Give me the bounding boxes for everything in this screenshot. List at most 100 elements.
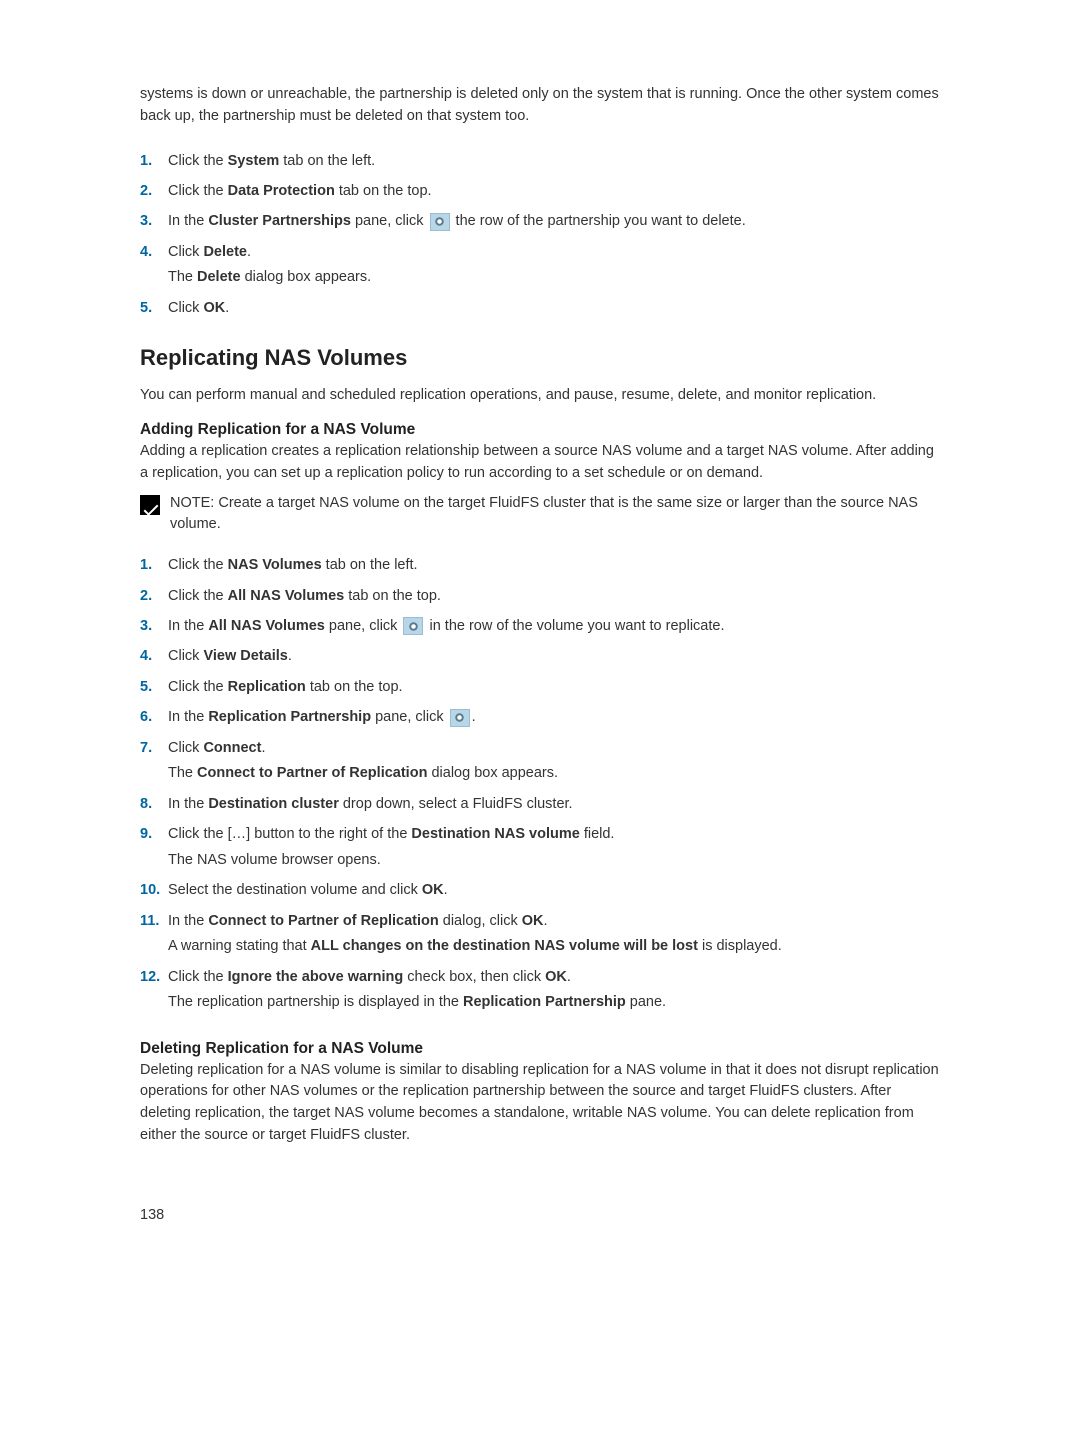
step-text-bold: Replication [228,679,306,695]
section-paragraph: You can perform manual and scheduled rep… [140,385,940,407]
step-text-pre: Click the [168,969,228,985]
step-item: 3. In the All NAS Volumes pane, click in… [140,611,940,641]
step-text-bold: All NAS Volumes [208,618,325,634]
step-text-bold: Destination cluster [208,796,339,812]
step-text-pre: Click [168,300,203,316]
step-text-pre: Select the destination volume and click [168,882,422,898]
step-text-pre: Click the [168,679,228,695]
step-text-bold: Connect [203,740,261,756]
step-text-post: . [225,300,229,316]
step-text-post: tab on the top. [335,183,432,199]
step-text-bold: OK [422,882,444,898]
step-text-bold-2: OK [545,969,567,985]
step-sub-pre: The [168,269,197,285]
step-item: 10. Select the destination volume and cl… [140,875,940,905]
step-text-bold: Data Protection [228,183,335,199]
step-sub-bold: Replication Partnership [463,994,626,1010]
step-text-post: drop down, select a FluidFS cluster. [339,796,573,812]
step-number: 1. [140,554,152,576]
step-text-pre: Click the [168,557,228,573]
step-text-pre: Click [168,648,203,664]
step-number: 4. [140,241,152,263]
gear-icon [430,213,450,231]
step-item: 4. Click View Details. [140,641,940,671]
step-number: 3. [140,615,152,637]
step-sub-bold: Delete [197,269,241,285]
step-text-post: in the row of the volume you want to rep… [425,618,724,634]
note-text: NOTE: Create a target NAS volume on the … [170,493,940,537]
subsection-heading: Adding Replication for a NAS Volume [140,421,940,439]
step-text-post: tab on the left. [322,557,418,573]
step-item: 6. In the Replication Partnership pane, … [140,702,940,732]
step-item: 11. In the Connect to Partner of Replica… [140,906,940,962]
step-sub-post: dialog box appears. [241,269,372,285]
step-subtext: A warning stating that ALL changes on th… [168,935,940,957]
step-text-pre: In the [168,796,208,812]
step-text-mid: dialog, click [439,913,522,929]
step-sub-post: is displayed. [698,938,782,954]
step-text-pre: Click the […] button to the right of the [168,826,411,842]
step-text-post: field. [580,826,615,842]
step-text-pre: Click the [168,153,228,169]
step-item: 2. Click the All NAS Volumes tab on the … [140,581,940,611]
step-item: 7. Click Connect. The Connect to Partner… [140,733,940,789]
step-number: 5. [140,297,152,319]
step-text-post: tab on the left. [279,153,375,169]
step-item: 9. Click the […] button to the right of … [140,819,940,875]
step-item: 2. Click the Data Protection tab on the … [140,176,940,206]
step-text-pre: In the [168,618,208,634]
step-text-bold: System [228,153,280,169]
subsection-paragraph: Deleting replication for a NAS volume is… [140,1060,940,1147]
step-text-post: . [444,882,448,898]
step-text-post: . [472,709,476,725]
step-subtext: The Delete dialog box appears. [168,266,940,288]
note-icon [140,495,160,515]
step-item: 12. Click the Ignore the above warning c… [140,962,940,1018]
step-text-bold-2: OK [522,913,544,929]
step-text-bold: Cluster Partnerships [208,213,351,229]
step-text-pre: In the [168,709,208,725]
step-subtext: The replication partnership is displayed… [168,991,940,1013]
step-number: 2. [140,180,152,202]
step-text-pre: Click [168,740,203,756]
step-number: 8. [140,793,152,815]
step-sub-pre: The replication partnership is displayed… [168,994,463,1010]
step-number: 3. [140,210,152,232]
step-text-pre: In the [168,913,208,929]
step-sub-bold: ALL changes on the destination NAS volum… [311,938,698,954]
step-item: 8. In the Destination cluster drop down,… [140,789,940,819]
step-text-post: . [544,913,548,929]
subsection-heading: Deleting Replication for a NAS Volume [140,1040,940,1058]
step-text-bold: View Details [203,648,287,664]
step-text-post: tab on the top. [344,588,441,604]
step-item: 3. In the Cluster Partnerships pane, cli… [140,206,940,236]
step-text-post: . [261,740,265,756]
gear-icon [450,709,470,727]
step-text-pre: Click [168,244,203,260]
step-text-post: . [288,648,292,664]
step-text-bold: Destination NAS volume [411,826,579,842]
section-heading: Replicating NAS Volumes [140,345,940,371]
step-text-post: . [247,244,251,260]
step-subtext: The NAS volume browser opens. [168,849,940,871]
note-label: NOTE: [170,495,218,511]
step-item: 1. Click the System tab on the left. [140,146,940,176]
step-item: 5. Click OK. [140,293,940,323]
step-text-bold: Replication Partnership [208,709,371,725]
note-body: Create a target NAS volume on the target… [170,495,918,533]
intro-paragraph: systems is down or unreachable, the part… [140,84,940,128]
step-sub-pre: The [168,765,197,781]
step-text-bold: All NAS Volumes [228,588,345,604]
step-sub-pre: A warning stating that [168,938,311,954]
step-sub-post: pane. [626,994,666,1010]
step-number: 11. [140,910,159,932]
step-text-mid: check box, then click [403,969,545,985]
step-number: 5. [140,676,152,698]
subsection-paragraph: Adding a replication creates a replicati… [140,441,940,485]
step-sub-post: dialog box appears. [427,765,558,781]
step-text-pre: Click the [168,588,228,604]
step-text-post: the row of the partnership you want to d… [452,213,746,229]
step-number: 12. [140,966,160,988]
step-text-bold: OK [203,300,225,316]
step-text-bold: NAS Volumes [228,557,322,573]
